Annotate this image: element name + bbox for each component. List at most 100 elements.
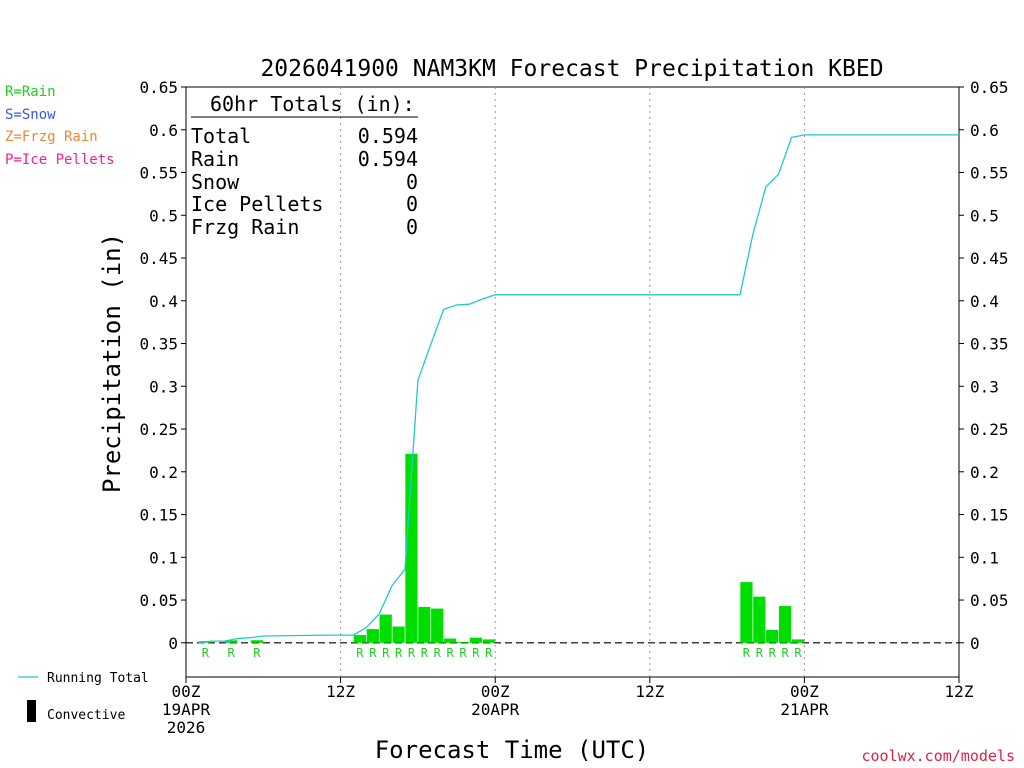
x-tick-label: 2026	[167, 718, 206, 737]
y-tick-label-right: 0.6	[970, 121, 999, 140]
precip-type-marker: R	[356, 646, 364, 660]
precip-bar	[482, 639, 495, 643]
y-tick-label-left: 0.2	[149, 463, 178, 482]
y-tick-label-left: 0.45	[139, 249, 178, 268]
grid	[186, 87, 959, 677]
x-tick-label: 12Z	[945, 682, 974, 701]
convective-legend-swatch	[27, 700, 36, 722]
x-axis-label: Forecast Time (UTC)	[375, 736, 650, 764]
y-axis-left: 0 0.05 0.1 0.15 0.2 0.25 0.3 0.35 0.4 0.45 0.5 0.55…	[139, 78, 186, 653]
precip-type-marker: R	[253, 646, 261, 660]
precip-bar	[405, 453, 418, 643]
precip-bar	[469, 637, 482, 643]
totals-label-ice-pellets: Ice Pellets	[191, 192, 323, 216]
precip-bar	[766, 629, 779, 643]
credit-link[interactable]: coolwx.com/models	[861, 747, 1015, 765]
y-tick-label-right: 0.35	[970, 335, 1009, 354]
precip-type-marker: R	[485, 646, 493, 660]
y-tick-label-right: 0.45	[970, 249, 1009, 268]
type-legend: R=Rain S=Snow Z=Frzg Rain P=Ice Pellets	[5, 84, 115, 168]
y-tick-label-right: 0.65	[970, 78, 1009, 97]
totals-label-frzg-rain: Frzg Rain	[191, 215, 299, 239]
y-tick-label-left: 0.1	[149, 548, 178, 567]
precip-bar	[366, 629, 379, 643]
precip-bars	[199, 453, 805, 643]
y-axis-right: 0 0.05 0.1 0.15 0.2 0.25 0.3 0.35 0.4 0.45 0.5 0.55…	[959, 78, 1009, 653]
legend-rain: R=Rain	[5, 84, 56, 100]
x-tick-label: 19APR	[162, 700, 211, 719]
x-tick-label: 20APR	[471, 700, 520, 719]
legend-ice-pellets: P=Ice Pellets	[5, 152, 115, 168]
totals-value-ice-pellets: 0	[406, 192, 418, 216]
precip-bar	[353, 635, 367, 643]
precip-type-marker: R	[472, 646, 480, 660]
precip-bar	[456, 641, 470, 643]
y-tick-label-right: 0.25	[970, 420, 1009, 439]
x-tick-label: 00Z	[790, 682, 819, 701]
x-tick-label: 21APR	[780, 700, 829, 719]
totals-value-snow: 0	[406, 170, 418, 194]
y-tick-label-right: 0.55	[970, 164, 1009, 183]
precip-type-marker: R	[434, 646, 442, 660]
x-tick-label: 12Z	[635, 682, 664, 701]
y-tick-label-left: 0.65	[139, 78, 178, 97]
precip-bar	[379, 614, 392, 643]
y-tick-label-right: 0.15	[970, 506, 1009, 525]
precip-type-marker: R	[227, 646, 235, 660]
precip-type-marker: R	[369, 646, 377, 660]
totals-value-frzg-rain: 0	[406, 215, 418, 239]
precip-type-marker: R	[395, 646, 403, 660]
y-tick-label-right: 0.2	[970, 463, 999, 482]
legend-snow: S=Snow	[5, 107, 56, 123]
precip-bar	[392, 626, 405, 643]
precip-type-marker: R	[794, 646, 802, 660]
precip-bar	[443, 638, 457, 643]
running-total-legend-label: Running Total	[47, 671, 149, 686]
y-tick-label-left: 0.05	[139, 591, 178, 610]
chart-title: 2026041900 NAM3KM Forecast Precipitation…	[260, 56, 883, 82]
legend-frzg-rain: Z=Frzg Rain	[5, 129, 98, 145]
totals-heading: 60hr Totals (in):	[210, 92, 415, 116]
x-tick-label: 00Z	[481, 682, 510, 701]
plot-frame	[185, 86, 960, 678]
precip-type-marker: R	[781, 646, 789, 660]
y-tick-label-left: 0.55	[139, 164, 178, 183]
precip-bar	[250, 640, 263, 643]
precip-type-marker: R	[202, 646, 210, 660]
x-tick-label: 00Z	[172, 682, 201, 701]
totals-box: 60hr Totals (in): Total 0.594 Rain 0.594…	[191, 92, 418, 239]
running-total-line	[198, 134, 959, 644]
totals-value-total: 0.594	[358, 124, 418, 148]
precip-bar	[778, 606, 792, 643]
y-tick-label-left: 0.15	[139, 506, 178, 525]
y-tick-label-left: 0.5	[149, 206, 178, 225]
y-tick-label-right: 0.4	[970, 292, 999, 311]
x-tick-label: 12Z	[326, 682, 355, 701]
precip-type-marker: R	[459, 646, 467, 660]
totals-label-snow: Snow	[191, 170, 240, 194]
precip-type-marker: R	[769, 646, 777, 660]
y-tick-label-left: 0.35	[139, 335, 178, 354]
precip-bar	[224, 640, 238, 643]
precip-bar	[418, 606, 431, 643]
y-axis-label: Precipitation (in)	[98, 233, 126, 493]
precip-bar	[753, 596, 766, 643]
precip-type-marker: R	[421, 646, 429, 660]
precip-type-marker: R	[446, 646, 454, 660]
precip-type-marker: R	[756, 646, 764, 660]
convective-legend-label: Convective	[47, 708, 125, 723]
precip-bar	[740, 582, 753, 643]
precip-type-marker: R	[382, 646, 390, 660]
y-tick-label-right: 0.5	[970, 206, 999, 225]
precip-type-marker: R	[743, 646, 751, 660]
y-tick-label-left: 0.4	[149, 292, 178, 311]
totals-label-rain: Rain	[191, 147, 239, 171]
y-tick-label-right: 0.1	[970, 548, 999, 567]
totals-value-rain: 0.594	[358, 147, 418, 171]
y-tick-label-right: 0	[970, 634, 980, 653]
y-tick-label-left: 0	[168, 634, 178, 653]
precip-bar	[431, 608, 444, 643]
